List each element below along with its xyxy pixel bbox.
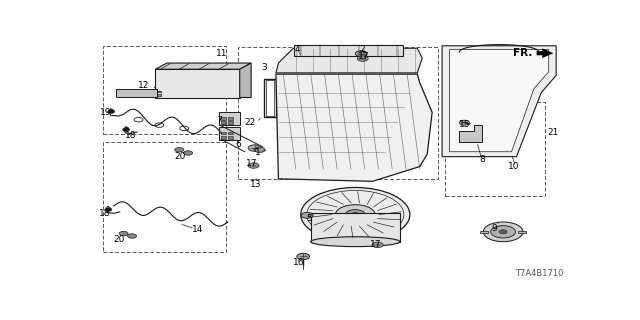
Bar (157, 94, 161, 96)
Circle shape (175, 148, 184, 152)
Text: 9: 9 (491, 224, 497, 233)
Text: 18: 18 (99, 209, 111, 218)
Text: 11: 11 (216, 49, 227, 58)
Text: 15: 15 (460, 120, 471, 129)
Text: 22: 22 (245, 118, 256, 127)
Polygon shape (156, 63, 251, 69)
Circle shape (119, 231, 128, 236)
Polygon shape (276, 48, 422, 73)
Bar (445, 102, 545, 196)
Text: 17: 17 (358, 52, 369, 61)
Circle shape (346, 210, 365, 220)
Circle shape (127, 234, 136, 238)
Text: 18: 18 (125, 131, 136, 140)
Circle shape (491, 226, 515, 238)
Bar (266, 80, 274, 116)
Circle shape (355, 51, 367, 57)
Text: 17: 17 (371, 240, 382, 249)
Circle shape (372, 242, 383, 248)
Bar (221, 132, 226, 134)
Polygon shape (459, 124, 482, 142)
Bar (228, 117, 233, 120)
Bar (228, 132, 233, 134)
Bar (219, 112, 240, 125)
Circle shape (460, 120, 469, 125)
Text: FR.: FR. (513, 48, 532, 58)
Bar (480, 231, 488, 233)
Circle shape (499, 230, 507, 234)
Text: 14: 14 (191, 225, 203, 234)
Text: 4: 4 (294, 45, 300, 54)
Bar (237, 47, 438, 179)
Circle shape (351, 212, 359, 217)
Text: 3: 3 (262, 63, 268, 72)
Bar (156, 69, 240, 98)
Bar (228, 136, 233, 139)
Circle shape (301, 188, 410, 242)
Text: 8: 8 (479, 155, 485, 164)
Ellipse shape (310, 237, 400, 247)
Circle shape (248, 163, 259, 168)
Bar (221, 117, 226, 120)
Text: 13: 13 (250, 180, 261, 189)
Bar (221, 121, 226, 124)
Text: 17: 17 (246, 159, 258, 168)
Polygon shape (449, 50, 548, 152)
Circle shape (301, 212, 313, 218)
Bar (157, 91, 161, 92)
Text: 21: 21 (548, 128, 559, 137)
Circle shape (248, 145, 261, 151)
Circle shape (483, 222, 523, 242)
Polygon shape (240, 63, 251, 98)
Text: 2: 2 (359, 45, 365, 54)
Circle shape (123, 128, 129, 131)
Bar (116, 89, 157, 97)
Polygon shape (442, 46, 556, 157)
Bar (103, 46, 227, 134)
Text: 20: 20 (174, 152, 186, 161)
FancyArrowPatch shape (536, 48, 554, 58)
Circle shape (254, 147, 265, 153)
Circle shape (105, 208, 112, 212)
Circle shape (357, 56, 368, 61)
Text: 12: 12 (138, 81, 150, 90)
Text: 5: 5 (307, 214, 312, 223)
Circle shape (335, 205, 375, 224)
Polygon shape (276, 74, 432, 181)
Text: 7: 7 (216, 116, 222, 125)
Circle shape (297, 253, 310, 260)
Text: 20: 20 (113, 235, 125, 244)
Bar (103, 142, 227, 252)
Text: 10: 10 (508, 162, 519, 171)
Bar (310, 213, 400, 242)
Bar (219, 127, 240, 140)
Circle shape (108, 110, 115, 113)
Bar (518, 231, 526, 233)
Text: 16: 16 (292, 258, 304, 267)
Circle shape (184, 151, 193, 155)
Bar (264, 79, 276, 117)
Text: 19: 19 (100, 108, 111, 117)
Bar (228, 121, 233, 124)
Text: T7A4B1710: T7A4B1710 (515, 269, 564, 278)
Bar (221, 136, 226, 139)
Text: 1: 1 (255, 148, 260, 157)
Text: 6: 6 (236, 140, 241, 149)
Bar (294, 44, 403, 56)
